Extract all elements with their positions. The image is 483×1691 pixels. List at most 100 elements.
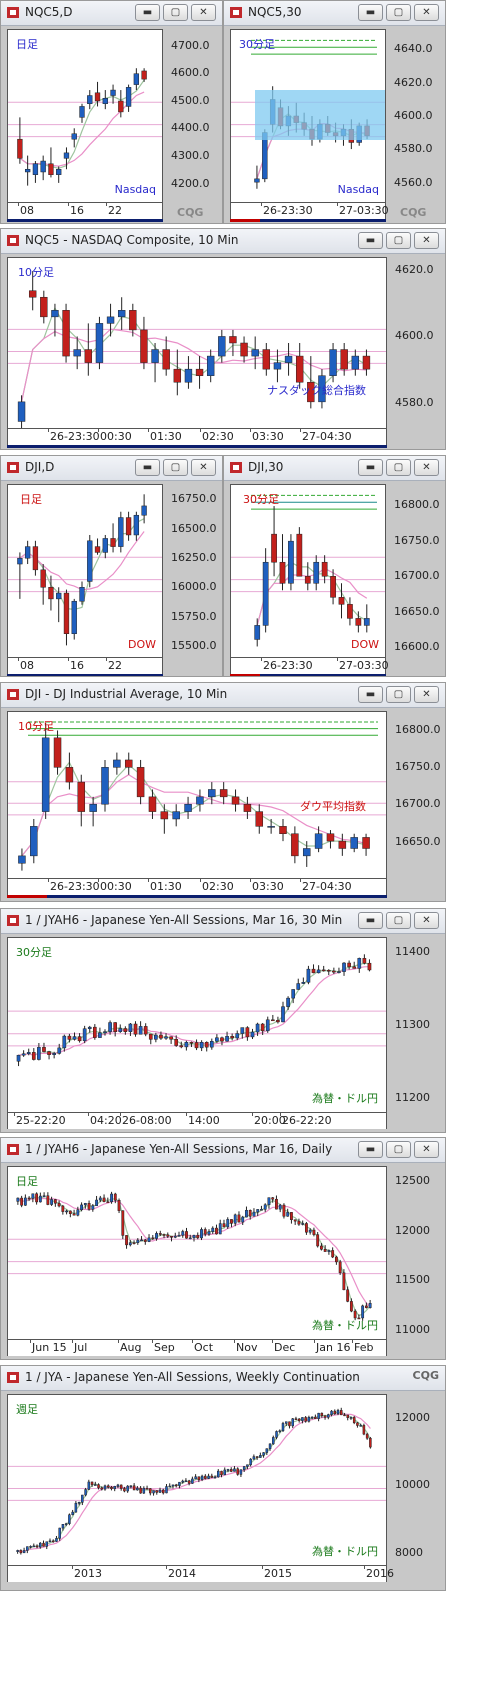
candle-body bbox=[113, 1022, 117, 1032]
candlestick bbox=[77, 1501, 81, 1506]
price-chart[interactable]: 10分足 ナスダック総合指数 bbox=[7, 257, 387, 429]
scroll-bar[interactable] bbox=[7, 674, 163, 676]
minimize-button[interactable]: ▬ bbox=[358, 459, 383, 476]
candlestick bbox=[26, 1546, 29, 1554]
maximize-button[interactable]: ▢ bbox=[386, 459, 411, 476]
close-button[interactable]: ✕ bbox=[414, 912, 439, 929]
close-button[interactable]: ✕ bbox=[191, 459, 216, 476]
title-bar[interactable]: NQC5,30 ▬ ▢ ✕ bbox=[224, 1, 445, 26]
close-button[interactable]: ✕ bbox=[191, 4, 216, 21]
maximize-button[interactable]: ▢ bbox=[386, 232, 411, 249]
close-button[interactable]: ✕ bbox=[414, 232, 439, 249]
minimize-button[interactable]: ▬ bbox=[135, 459, 160, 476]
candlestick bbox=[40, 564, 46, 605]
candle-body bbox=[174, 1484, 178, 1487]
scroll-bar[interactable] bbox=[260, 219, 386, 222]
candlestick bbox=[102, 534, 108, 559]
minimize-button[interactable]: ▬ bbox=[358, 4, 383, 21]
chart-canvas bbox=[8, 721, 386, 871]
price-chart[interactable]: 30分足 DOW bbox=[230, 484, 386, 658]
title-bar[interactable]: NQC5,D ▬ ▢ ✕ bbox=[1, 1, 222, 26]
scroll-bar-marker[interactable] bbox=[230, 674, 260, 676]
candle-body bbox=[48, 1540, 52, 1543]
window-jyah6-daily[interactable]: 1 / JYAH6 - Japanese Yen-All Sessions, M… bbox=[0, 1137, 446, 1360]
candle-body bbox=[184, 1480, 188, 1482]
candle-body bbox=[230, 1219, 233, 1224]
candlestick bbox=[52, 1051, 56, 1059]
price-chart[interactable]: 日足 為替・ドル円 bbox=[7, 1166, 387, 1340]
maximize-button[interactable]: ▢ bbox=[386, 1141, 411, 1158]
candlestick bbox=[108, 1020, 112, 1035]
candlestick bbox=[306, 965, 311, 985]
close-button[interactable]: ✕ bbox=[414, 459, 439, 476]
window-dji-10min[interactable]: DJI - DJ Industrial Average, 10 Min ▬ ▢ ✕ … bbox=[0, 682, 446, 902]
price-chart[interactable]: 30分足 為替・ドル円 bbox=[7, 937, 387, 1113]
price-chart[interactable]: 日足 Nasdaq bbox=[7, 29, 163, 203]
candle-body bbox=[42, 1195, 46, 1197]
minimize-button[interactable]: ▬ bbox=[358, 232, 383, 249]
time-tick-mark bbox=[68, 203, 69, 206]
maximize-button[interactable]: ▢ bbox=[386, 4, 411, 21]
close-button[interactable]: ✕ bbox=[414, 1141, 439, 1158]
scroll-bar[interactable] bbox=[47, 895, 387, 898]
window-dji-daily[interactable]: DJI,D ▬ ▢ ✕ 日足 DOW 16750.0 16500.0 16250.0 16… bbox=[0, 455, 223, 677]
candle-body bbox=[133, 1023, 138, 1035]
window-jyah6-30min[interactable]: 1 / JYAH6 - Japanese Yen-All Sessions, M… bbox=[0, 908, 446, 1133]
title-bar[interactable]: 1 / JYAH6 - Japanese Yen-All Sessions, M… bbox=[1, 1138, 445, 1163]
candlestick bbox=[297, 1218, 301, 1226]
minimize-button[interactable]: ▬ bbox=[358, 912, 383, 929]
title-bar[interactable]: DJI - DJ Industrial Average, 10 Min ▬ ▢ ✕ bbox=[1, 683, 445, 708]
minimize-button[interactable]: ▬ bbox=[358, 686, 383, 703]
time-tick-label: 2016 bbox=[366, 1567, 394, 1580]
maximize-button[interactable]: ▢ bbox=[386, 912, 411, 929]
candle-body bbox=[82, 1028, 87, 1042]
candlestick bbox=[79, 581, 85, 605]
candlestick bbox=[327, 1249, 331, 1255]
window-nqc5-30min[interactable]: NQC5,30 ▬ ▢ ✕ 30分足 Nasdaq 4640.0 4620.0 4600… bbox=[223, 0, 446, 224]
window-nqc5-daily[interactable]: NQC5,D ▬ ▢ ✕ 日足 Nasdaq 4700.0 4600.0 4500.0 4… bbox=[0, 0, 223, 224]
minimize-button[interactable]: ▬ bbox=[135, 4, 160, 21]
title-bar[interactable]: 1 / JYAH6 - Japanese Yen-All Sessions, M… bbox=[1, 909, 445, 934]
title-bar[interactable]: 1 / JYA - Japanese Yen-All Sessions, Wee… bbox=[1, 1366, 445, 1391]
scroll-bar[interactable] bbox=[7, 219, 163, 222]
title-bar[interactable]: DJI,30 ▬ ▢ ✕ bbox=[224, 456, 445, 481]
window-jya-weekly[interactable]: 1 / JYA - Japanese Yen-All Sessions, Wee… bbox=[0, 1365, 446, 1591]
scroll-bar-marker[interactable] bbox=[7, 895, 47, 898]
candlestick bbox=[323, 1415, 327, 1420]
candle-body bbox=[100, 1487, 104, 1490]
candle-body bbox=[172, 811, 180, 820]
price-chart[interactable]: 10分足 ダウ平均指数 bbox=[7, 711, 387, 879]
time-tick-mark bbox=[148, 429, 149, 432]
price-chart[interactable]: 週足 為替・ドル円 bbox=[7, 1394, 387, 1566]
candle-body bbox=[158, 1489, 162, 1493]
time-tick-label: 26-23:30 bbox=[50, 430, 100, 443]
candlestick bbox=[151, 343, 159, 383]
price-chart[interactable]: 30分足 Nasdaq bbox=[230, 29, 386, 203]
maximize-button[interactable]: ▢ bbox=[386, 686, 411, 703]
candle-body bbox=[286, 1212, 290, 1217]
price-chart[interactable]: 日足 DOW bbox=[7, 484, 163, 658]
window-dji-30min[interactable]: DJI,30 ▬ ▢ ✕ 30分足 DOW 16800.0 16750.0 16700.… bbox=[223, 455, 446, 677]
window-title: DJI,30 bbox=[248, 460, 284, 474]
candlestick bbox=[98, 1195, 102, 1203]
title-bar[interactable]: NQC5 - NASDAQ Composite, 10 Min ▬ ▢ ✕ bbox=[1, 229, 445, 254]
period-label: 30分足 bbox=[16, 946, 52, 959]
title-bar[interactable]: DJI,D ▬ ▢ ✕ bbox=[1, 456, 222, 481]
time-tick-label: Sep bbox=[154, 1341, 175, 1354]
window-nqc5-10min[interactable]: NQC5 - NASDAQ Composite, 10 Min ▬ ▢ ✕ 10分足… bbox=[0, 228, 446, 450]
close-button[interactable]: ✕ bbox=[414, 4, 439, 21]
candlestick bbox=[226, 1217, 230, 1229]
candle-body bbox=[297, 1418, 301, 1421]
scroll-bar[interactable] bbox=[260, 674, 386, 676]
candlestick bbox=[162, 336, 170, 376]
candle-body bbox=[316, 969, 321, 974]
scroll-bar-marker[interactable] bbox=[230, 219, 260, 222]
cqg-app-icon bbox=[7, 462, 19, 473]
close-button[interactable]: ✕ bbox=[414, 686, 439, 703]
maximize-button[interactable]: ▢ bbox=[163, 4, 188, 21]
candle-body bbox=[278, 1430, 282, 1433]
minimize-button[interactable]: ▬ bbox=[358, 1141, 383, 1158]
candle-body bbox=[301, 1417, 304, 1421]
maximize-button[interactable]: ▢ bbox=[163, 459, 188, 476]
scroll-bar[interactable] bbox=[7, 445, 387, 448]
